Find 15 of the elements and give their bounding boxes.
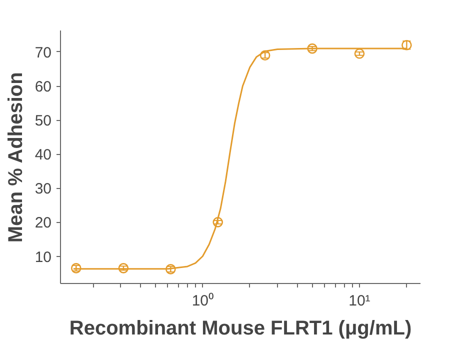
point: [307, 43, 318, 54]
y-tick-label: 30: [34, 180, 52, 198]
point: [212, 217, 224, 228]
point: [354, 48, 365, 59]
point: [118, 263, 129, 274]
x-tick-label: 10¹: [348, 292, 370, 310]
y-axis-title: Mean % Adhesion: [4, 72, 27, 243]
x-axis-title: Recombinant Mouse FLRT1 (μg/mL): [69, 318, 412, 340]
y-tick-label: 40: [34, 146, 52, 164]
y-tick-label: 10: [34, 248, 52, 266]
y-tick-label: 20: [34, 214, 52, 232]
y-tick-label: 70: [34, 44, 52, 62]
x-tick-label: 10⁰: [192, 292, 214, 310]
y-tick-label: 50: [34, 112, 52, 130]
y-tick-label: 60: [34, 78, 52, 96]
